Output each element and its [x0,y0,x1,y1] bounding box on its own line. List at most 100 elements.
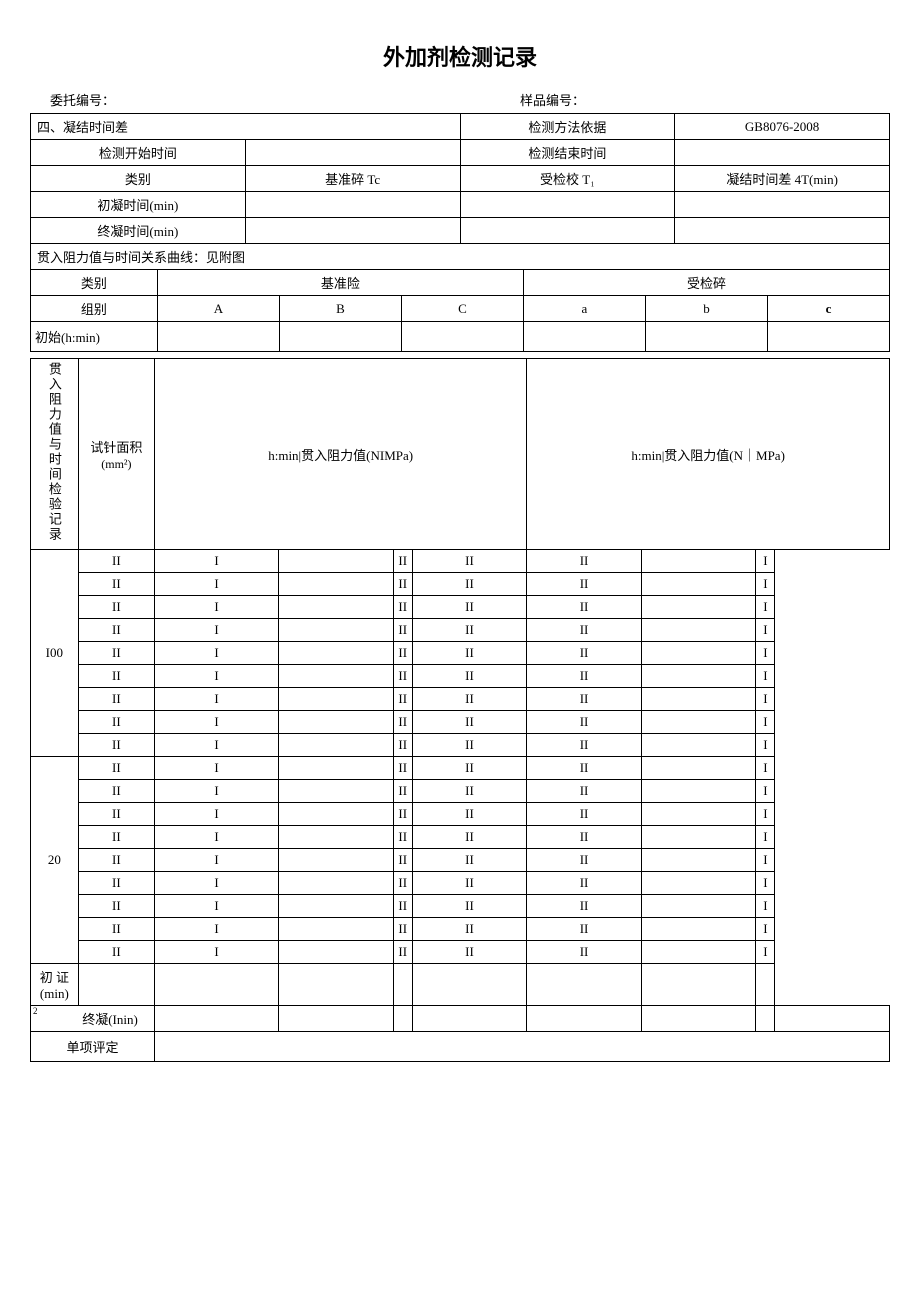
cell: I [756,665,775,688]
cell [527,1006,642,1032]
cell: II [393,895,412,918]
table-row: IIIIIIIIII [31,941,890,964]
cell: II [412,803,527,826]
diff-header: 凝结时间差 4T(min) [675,166,890,192]
cell: II [78,803,154,826]
ref-group-header: 基准险 [157,270,523,296]
cell: II [393,780,412,803]
cell [641,596,756,619]
cell: I [756,803,775,826]
cell: II [527,780,642,803]
cell [279,665,394,688]
cell: II [393,642,412,665]
method-value: GB8076-2008 [675,114,890,140]
cell [641,895,756,918]
cell: II [412,849,527,872]
table-row: I00IIIIIIIIII [31,550,890,573]
cell: II [393,757,412,780]
cell: II [412,895,527,918]
cell [157,322,279,352]
page-title: 外加剂检测记录 [30,40,890,72]
cell [460,218,675,244]
cell: II [78,734,154,757]
cell: II [78,757,154,780]
cell [78,964,154,1006]
cell [393,964,412,1006]
needle-area-value: I00 [31,550,79,757]
final-set-label: 终凝时间(min) [31,218,246,244]
cell [412,964,527,1006]
cell [641,918,756,941]
cell: I [155,918,279,941]
cell: I [756,941,775,964]
table-row: IIIIIIIIII [31,895,890,918]
cell: II [78,573,154,596]
cell [279,734,394,757]
cell: II [527,826,642,849]
cell: II [78,619,154,642]
section4-table: 四、凝结时间差 检测方法依据 GB8076-2008 检测开始时间 检测结束时间… [30,113,890,244]
cell: II [527,895,642,918]
cell: I [756,780,775,803]
cell: II [412,734,527,757]
cell [641,734,756,757]
cell: I [756,872,775,895]
cell: II [393,688,412,711]
cell: II [527,596,642,619]
cell [279,573,394,596]
table-row: IIIIIIIIII [31,642,890,665]
cell: II [78,688,154,711]
cell [279,780,394,803]
cell: II [527,803,642,826]
cell: II [393,619,412,642]
cell [641,688,756,711]
cell [460,192,675,218]
cell: II [78,872,154,895]
cell: II [527,688,642,711]
cell [279,688,394,711]
cell: II [527,642,642,665]
table-row: IIIIIIIIII [31,688,890,711]
cell: I [756,596,775,619]
cell: II [527,550,642,573]
cell: II [412,688,527,711]
cell: II [412,550,527,573]
cell: I [756,918,775,941]
penetration-table: 贯入阻力值与时间检验记录 试针面积 (mm²) h:min|贯入阻力值(NIMP… [30,358,890,1062]
cell: II [78,849,154,872]
cell: II [393,826,412,849]
col-b: b [645,296,767,322]
cell: II [78,665,154,688]
initial-cert-row: 初 证(min) [31,964,890,1006]
col-a: a [523,296,645,322]
cell: I [155,734,279,757]
cell [155,1006,279,1032]
cell [641,573,756,596]
table-row: IIIIIIIIII [31,826,890,849]
header-test: h:min|贯入阻力值(N｜MPa) [527,359,890,550]
cell: II [527,918,642,941]
cell [523,322,645,352]
cell: II [78,711,154,734]
cell: I [756,619,775,642]
table-row: 20IIIIIIIIII [31,757,890,780]
cell: II [78,826,154,849]
cell [641,642,756,665]
cell [279,849,394,872]
cell [775,1006,890,1032]
group-label: 组别 [31,296,158,322]
cell [279,803,394,826]
cell: II [412,573,527,596]
end-time-label: 检测结束时间 [460,140,675,166]
single-eval-value [155,1032,890,1062]
start-time-label: 检测开始时间 [31,140,246,166]
cell: II [393,803,412,826]
section4-heading: 四、凝结时间差 [31,114,461,140]
cell [641,872,756,895]
cell: II [412,596,527,619]
cell: I [155,780,279,803]
cell: II [412,619,527,642]
cell: I [155,757,279,780]
cell: I [756,757,775,780]
category-header: 类别 [31,166,246,192]
